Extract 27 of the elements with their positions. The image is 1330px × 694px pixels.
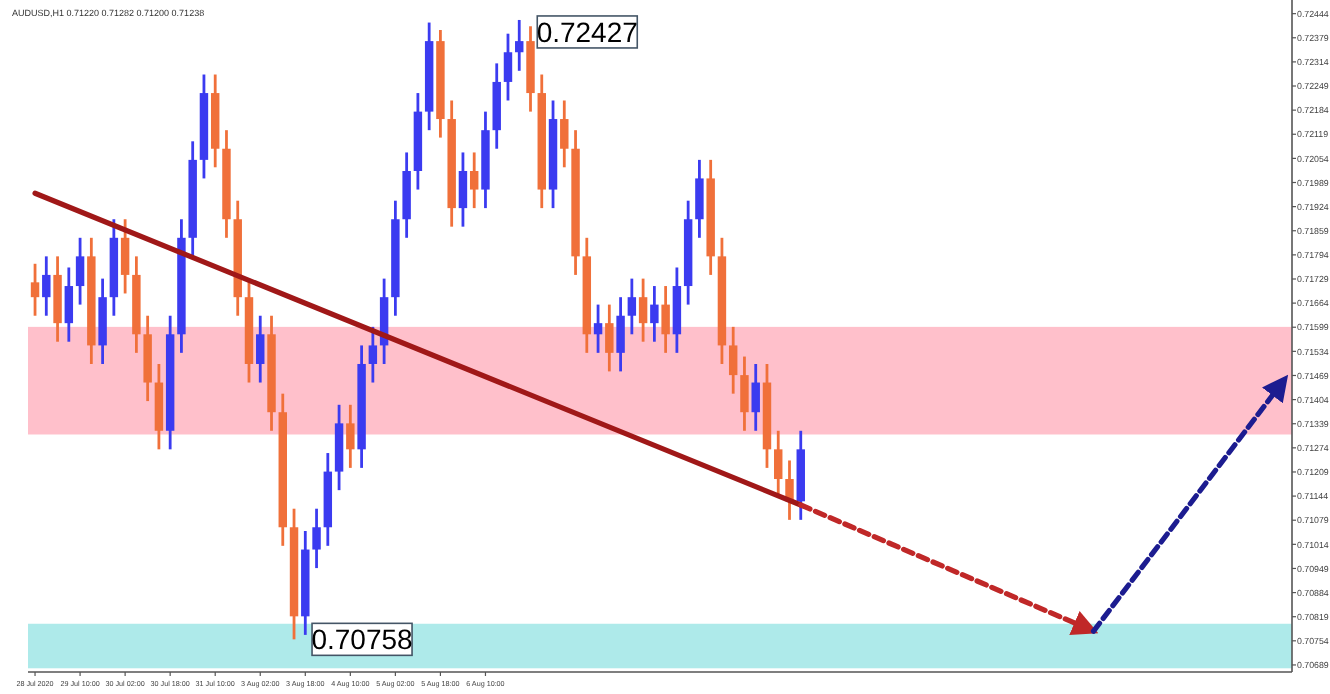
candlestick xyxy=(661,284,670,355)
candlestick xyxy=(627,277,637,336)
candlestick xyxy=(458,151,468,229)
candlestick xyxy=(605,303,614,373)
candlestick xyxy=(638,277,648,344)
candlestick xyxy=(560,99,569,169)
candlestick xyxy=(469,151,479,210)
candlestick xyxy=(346,403,355,470)
candlestick xyxy=(368,325,378,384)
candlestick xyxy=(695,158,704,240)
annotation: 0.72427 xyxy=(536,15,639,48)
candlestick xyxy=(256,314,265,384)
candlestick xyxy=(774,429,783,499)
candlestick xyxy=(64,266,74,344)
candlestick xyxy=(751,362,760,433)
candlestick xyxy=(728,325,738,396)
candlestick xyxy=(616,295,625,373)
candlestick xyxy=(740,355,749,433)
candlestick xyxy=(593,303,603,355)
candlestick xyxy=(503,32,513,102)
candlestick xyxy=(650,284,659,344)
candlestick xyxy=(120,217,130,295)
candlestick xyxy=(75,236,85,306)
candlestick xyxy=(42,254,51,318)
candlestick xyxy=(515,18,524,73)
candlestick xyxy=(30,262,40,318)
candlestick xyxy=(312,507,321,570)
